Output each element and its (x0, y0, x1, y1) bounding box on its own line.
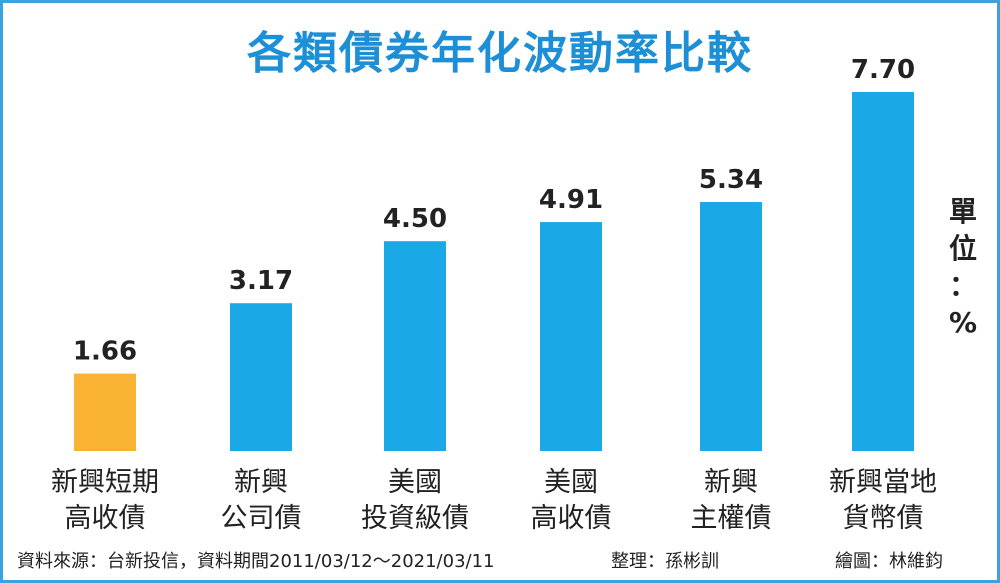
category-label: 新興當地 (829, 467, 937, 498)
data-label: 4.50 (383, 204, 447, 234)
category-label: 新興 (704, 467, 758, 498)
category-label: 公司債 (221, 503, 302, 534)
unit-char: 位 (948, 232, 977, 265)
category-label: 主權債 (691, 503, 772, 534)
unit-label: 單 位 ： % (943, 193, 983, 341)
unit-char: % (948, 306, 978, 339)
unit-char: 單 (948, 195, 977, 228)
data-label: 3.17 (229, 266, 293, 296)
data-label: 5.34 (699, 165, 763, 195)
unit-char: ： (948, 269, 977, 302)
category-label: 貨幣債 (843, 503, 924, 534)
illustrator-credit: 繪圖：林維鈞 (835, 551, 943, 572)
bar (74, 373, 136, 451)
bar (852, 92, 914, 451)
data-label: 7.70 (851, 55, 915, 85)
data-label: 4.91 (539, 185, 603, 215)
category-label: 新興短期 (51, 467, 159, 498)
source-note: 資料來源：台新投信，資料期間2011/03/12～2021/03/11 (17, 551, 495, 572)
category-label: 投資級債 (361, 503, 469, 534)
bar (384, 241, 446, 451)
footer: 資料來源：台新投信，資料期間2011/03/12～2021/03/11 整理：孫… (3, 543, 997, 577)
chart-title: 各類債券年化波動率比較 (247, 28, 753, 79)
category-label: 新興 (234, 467, 288, 498)
category-label: 高收債 (531, 503, 612, 534)
category-label: 美國 (388, 467, 442, 498)
bar (230, 303, 292, 451)
category-label: 高收債 (65, 503, 146, 534)
bar (700, 202, 762, 451)
data-label: 1.66 (73, 337, 137, 367)
bar (540, 222, 602, 451)
editor-credit: 整理：孫彬訓 (611, 551, 719, 572)
category-label: 美國 (544, 467, 598, 498)
